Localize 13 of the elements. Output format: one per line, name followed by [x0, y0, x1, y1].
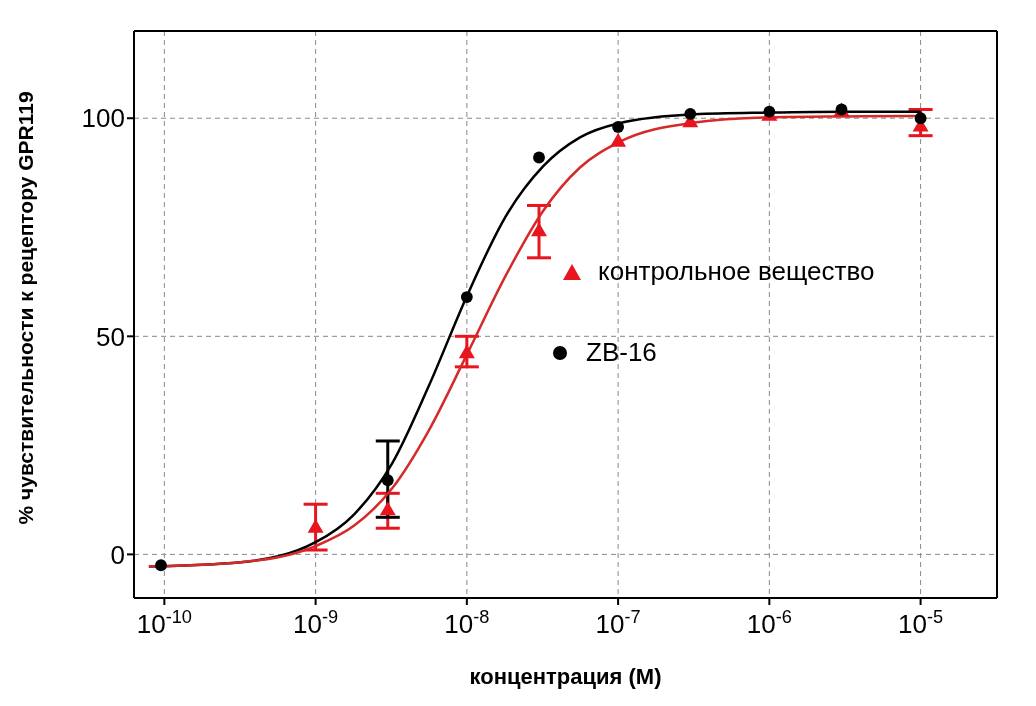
x-tick-label: 10$^{-8}$ — [444, 607, 490, 639]
x-axis-title: концентрация (M) — [469, 664, 662, 689]
x-tick-label: 10$^{-10}$ — [136, 607, 192, 639]
legend-label: ZB-16 — [586, 337, 657, 368]
y-tick-label: 0 — [110, 539, 125, 570]
y-tick-label: 50 — [96, 321, 125, 352]
y-axis-title: % чувствительности к рецептору GPR119 — [14, 91, 38, 525]
x-tick-label: 10$^{-7}$ — [595, 607, 641, 639]
y-tick-label: 100 — [81, 103, 125, 134]
x-tick-label: 10$^{-9}$ — [293, 607, 339, 639]
x-tick-label: 10$^{-6}$ — [746, 607, 792, 639]
legend-label: контрольное вещество — [598, 256, 875, 287]
x-tick-label: 10$^{-5}$ — [898, 607, 944, 639]
